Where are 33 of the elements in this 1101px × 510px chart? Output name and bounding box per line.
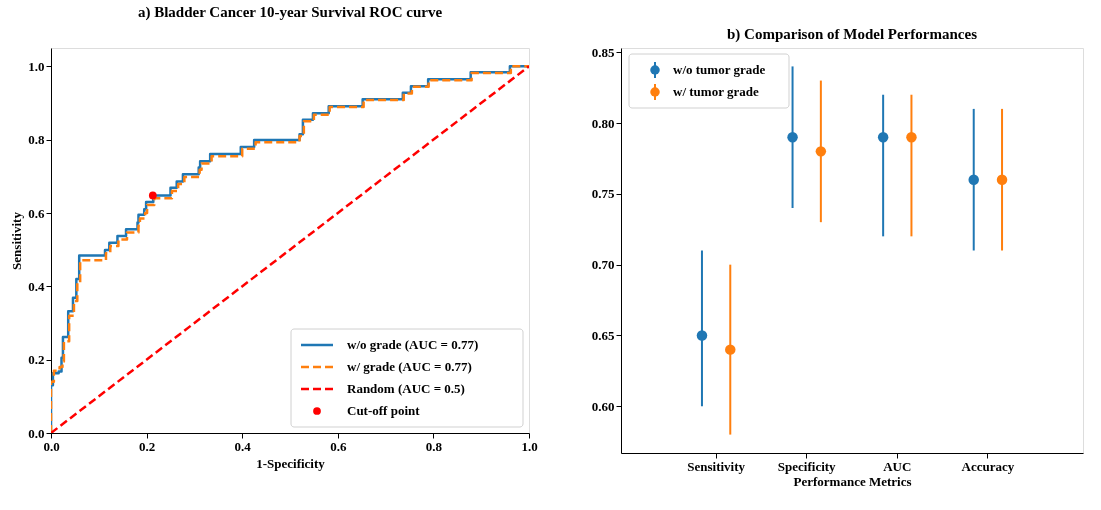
legend-label: w/o tumor grade	[673, 62, 766, 77]
y-tick-label: 0.0	[28, 425, 45, 441]
x-tick-label: Accuracy	[961, 458, 1015, 474]
y-tick-label: 0.6	[28, 205, 45, 221]
legend-label: Cut-off point	[347, 403, 421, 418]
x-tick-label: Specificity	[777, 458, 837, 474]
y-tick-label: 1.0	[28, 58, 45, 74]
chart-title: b) Comparison of Model Performances	[727, 26, 978, 44]
y-tick-label: 0.75	[591, 186, 615, 202]
y-tick-label: 0.4	[28, 278, 45, 294]
y-tick-label: 0.8	[28, 132, 45, 148]
x-tick-label: 0.6	[330, 438, 347, 454]
legend-label: w/ grade (AUC = 0.77)	[347, 359, 472, 374]
legend-label: w/ tumor grade	[673, 84, 759, 99]
x-tick-label: 0.0	[43, 438, 60, 454]
y-tick-label: 0.60	[591, 398, 615, 414]
y-tick-label: 0.85	[591, 44, 615, 60]
x-tick-label: 0.2	[138, 438, 156, 454]
x-axis-title: 1-Specificity	[256, 455, 326, 471]
y-tick-label: 0.2	[28, 352, 45, 368]
legend-label: Random (AUC = 0.5)	[347, 381, 465, 396]
x-axis-title: Performance Metrics	[793, 473, 912, 489]
x-tick-label: Sensitivity	[687, 458, 746, 474]
y-tick-label: 0.80	[591, 115, 615, 131]
x-tick-label: 0.8	[425, 438, 443, 454]
y-axis-title: Sensitivity	[9, 211, 25, 270]
y-tick-label: 0.70	[591, 257, 615, 273]
x-tick-label: 1.0	[521, 438, 538, 454]
chart-title: a) Bladder Cancer 10-year Survival ROC curve	[137, 4, 443, 21]
legend-label: w/o grade (AUC = 0.77)	[347, 337, 479, 352]
y-tick-label: 0.65	[591, 327, 615, 343]
x-tick-label: 0.4	[234, 438, 252, 454]
x-tick-label: AUC	[883, 458, 912, 474]
